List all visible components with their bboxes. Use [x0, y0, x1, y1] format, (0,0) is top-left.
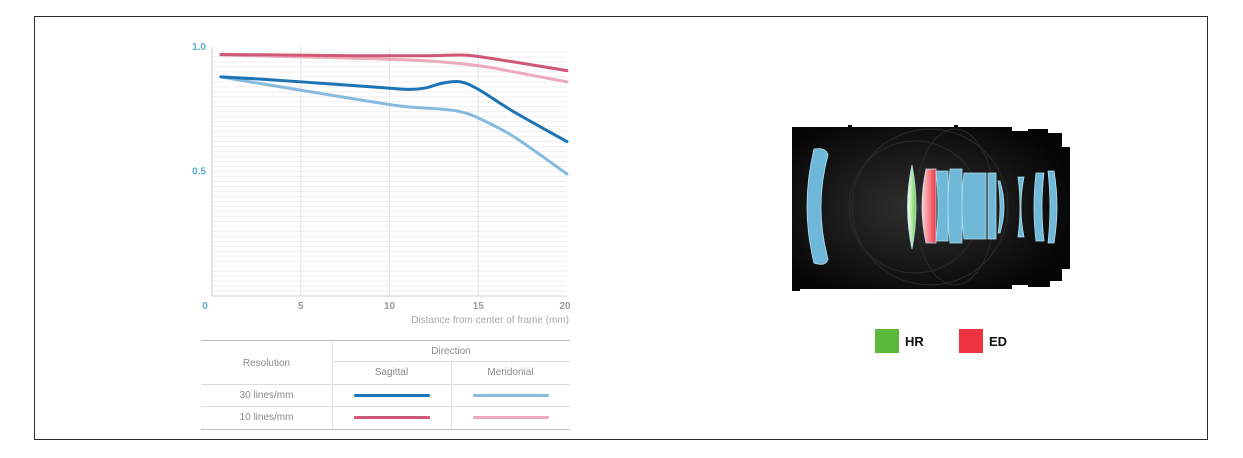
key-hr: HR — [875, 329, 945, 353]
legend-rule-top — [201, 340, 570, 341]
lens-element-8 — [997, 180, 1005, 234]
lens-element-5 — [947, 168, 963, 244]
x-tick-label: 10 — [384, 301, 396, 312]
series-line-m30 — [219, 75, 569, 176]
resolution-header: Resolution — [242, 358, 291, 369]
lens-element-7 — [987, 172, 997, 240]
ed-label: ED — [989, 334, 1008, 349]
mtf-chart: 0.5 1.0 0 5 10 15 20 Distance from center of f… — [192, 42, 571, 326]
x-axis-label: Distance from center of frame (mm) — [411, 315, 569, 326]
x-tick-label: 20 — [559, 301, 571, 312]
series-layer — [219, 52, 569, 176]
legend-line-meridional-30 — [473, 394, 549, 397]
x-tick-label: 15 — [473, 301, 485, 312]
key-ed: ED — [959, 329, 1029, 353]
legend-rule-row — [201, 406, 570, 407]
lens-element-6 — [961, 172, 987, 240]
lens-construction-diagram — [792, 125, 1070, 291]
direction-header: Direction — [431, 346, 471, 357]
ed-swatch — [959, 329, 983, 353]
row-30-label: 30 lines/mm — [239, 390, 294, 401]
y-tick-label: 1.0 — [192, 42, 206, 53]
lens-element-ed — [921, 168, 937, 244]
lens-element-4 — [935, 170, 949, 242]
legend-table: Resolution Direction Sagittal Meridonial… — [201, 340, 570, 430]
lens-element-11 — [1047, 170, 1058, 244]
series-line-s30 — [219, 75, 569, 144]
legend-rule-bottom — [201, 429, 570, 430]
meridional-header: Meridonial — [487, 367, 534, 378]
chart-grid — [212, 47, 567, 296]
legend-rule-header — [201, 384, 570, 385]
lens-element-10 — [1033, 172, 1045, 242]
sagittal-header: Sagittal — [374, 367, 409, 378]
hr-swatch — [875, 329, 899, 353]
series-line-m10 — [219, 53, 569, 84]
legend-line-sagittal-10 — [354, 416, 430, 419]
x-tick-label: 0 — [202, 301, 208, 312]
legend-divider-2 — [451, 361, 452, 429]
axis-layer: 0.5 1.0 0 5 10 15 20 — [192, 42, 571, 312]
lens-element-9 — [1017, 176, 1025, 238]
hr-label: HR — [905, 334, 924, 349]
x-tick-label: 5 — [298, 301, 304, 312]
legend-line-sagittal-30 — [354, 394, 430, 397]
lens-elements — [806, 148, 1058, 265]
series-line-s10 — [219, 52, 569, 73]
legend-divider-1 — [332, 340, 333, 429]
row-10-label: 10 lines/mm — [239, 412, 294, 423]
y-tick-label: 0.5 — [192, 167, 206, 178]
lens-element-1 — [806, 148, 829, 265]
lens-element-hr — [907, 164, 917, 250]
legend-line-meridional-10 — [473, 416, 549, 419]
